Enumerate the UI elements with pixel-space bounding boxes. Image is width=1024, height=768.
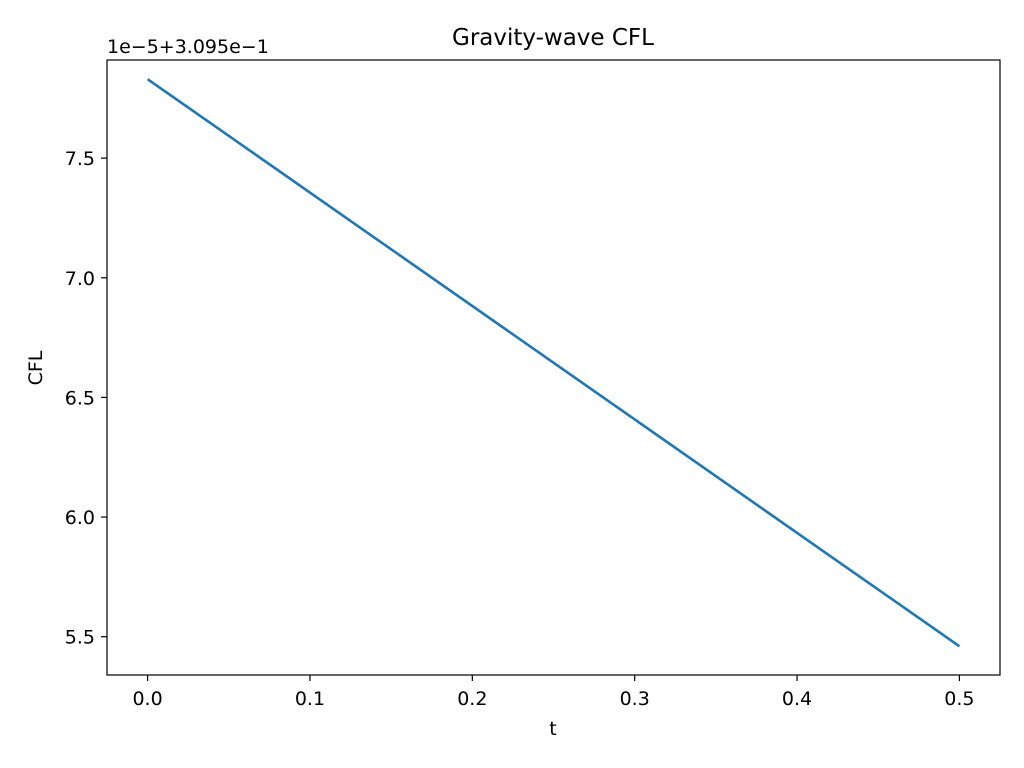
x-axis: 0.0 0.1 0.2 0.3 0.4 0.5	[132, 675, 975, 710]
y-axis: 5.5 6.0 6.5 7.0 7.5	[65, 148, 107, 649]
y-tick-label: 7.0	[65, 268, 95, 290]
x-tick-label: 0.5	[944, 688, 974, 710]
x-tick-label: 0.0	[132, 688, 162, 710]
y-offset-text: 1e−5+3.095e−1	[107, 36, 269, 58]
x-tick-label: 0.2	[457, 688, 487, 710]
axes-frame	[106, 59, 1001, 676]
plot-area	[146, 78, 961, 648]
y-tick-label: 5.5	[65, 627, 95, 649]
x-tick-label: 0.3	[620, 688, 650, 710]
x-tick-label: 0.4	[782, 688, 812, 710]
y-tick-label: 6.0	[65, 507, 95, 529]
y-axis-label: CFL	[25, 350, 47, 385]
series-line-0	[146, 78, 961, 648]
y-tick-label: 7.5	[65, 148, 95, 170]
x-tick-label: 0.1	[295, 688, 325, 710]
x-axis-label: t	[549, 718, 556, 740]
y-tick-label: 6.5	[65, 387, 95, 409]
chart-title: Gravity-wave CFL	[452, 25, 654, 51]
